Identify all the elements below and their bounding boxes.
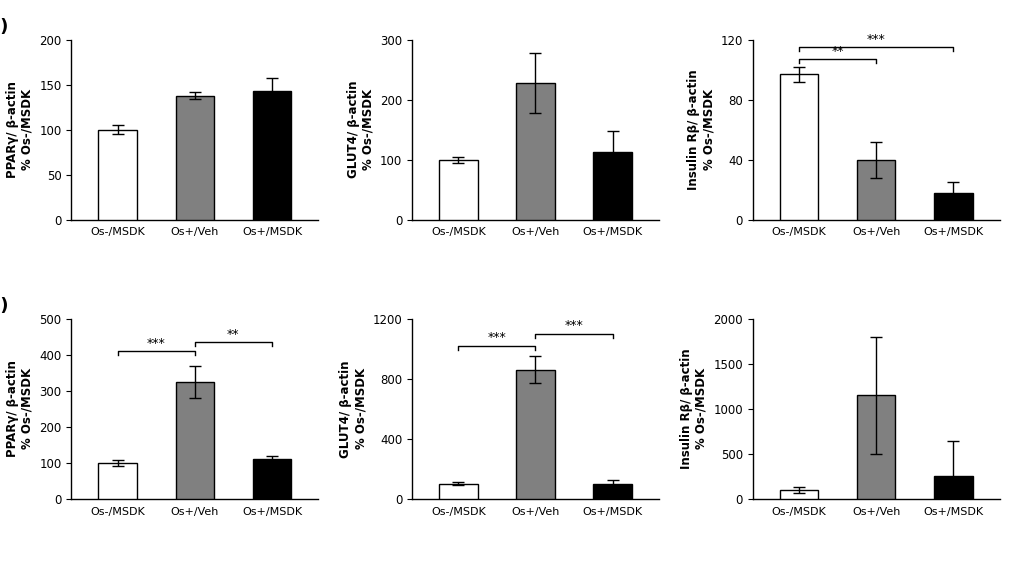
Bar (253, 91, 291, 220)
Text: (H): (H) (0, 297, 9, 315)
Bar (933, 193, 972, 220)
Bar (856, 160, 895, 220)
Y-axis label: PPARγ/ β-actin
% Os-/MSDK: PPARγ/ β-actin % Os-/MSDK (6, 81, 34, 178)
Bar (593, 152, 632, 220)
Bar (175, 95, 214, 220)
Bar (593, 484, 632, 499)
Bar (438, 160, 477, 220)
Y-axis label: PPARγ/ β-actin
% Os-/MSDK: PPARγ/ β-actin % Os-/MSDK (6, 361, 34, 458)
Bar (516, 370, 554, 499)
Bar (779, 74, 817, 220)
Y-axis label: Insulin Rβ/ β-actin
% Os-/MSDK: Insulin Rβ/ β-actin % Os-/MSDK (687, 69, 714, 190)
Bar (175, 382, 214, 499)
Bar (933, 476, 972, 499)
Y-axis label: GLUT4/ β-actin
% Os-/MSDK: GLUT4/ β-actin % Os-/MSDK (346, 81, 374, 179)
Text: (G): (G) (0, 18, 9, 36)
Bar (98, 463, 137, 499)
Bar (516, 83, 554, 220)
Bar (856, 395, 895, 499)
Text: **: ** (227, 328, 239, 341)
Text: ***: *** (565, 319, 583, 332)
Bar (98, 130, 137, 220)
Text: ***: *** (866, 33, 884, 46)
Y-axis label: GLUT4/ β-actin
% Os-/MSDK: GLUT4/ β-actin % Os-/MSDK (338, 360, 367, 458)
Bar (253, 459, 291, 499)
Bar (438, 484, 477, 499)
Bar (779, 490, 817, 499)
Text: **: ** (830, 45, 843, 58)
Text: ***: *** (147, 337, 165, 350)
Y-axis label: Insulin Rβ/ β-actin
% Os-/MSDK: Insulin Rβ/ β-actin % Os-/MSDK (680, 349, 707, 469)
Text: ***: *** (487, 332, 505, 344)
